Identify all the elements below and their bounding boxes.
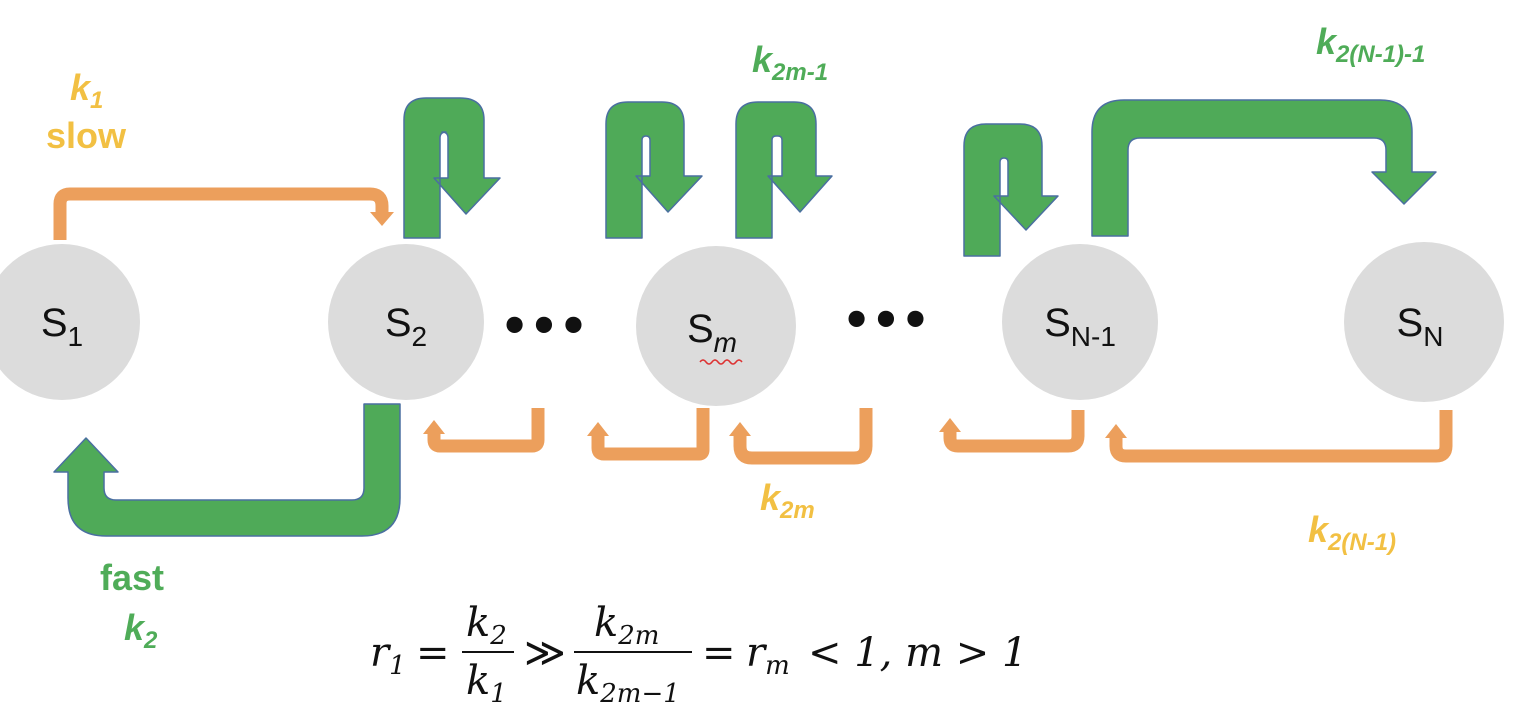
label-k2: k2 <box>124 607 158 654</box>
eq-rm-sub: m <box>765 651 790 681</box>
eq-frac1-num-base: k <box>466 600 490 646</box>
state-sm: Sm <box>636 246 796 406</box>
eq-r1: r1 <box>370 630 406 681</box>
slow-arrows <box>53 187 1453 465</box>
eq-frac1-den-base: k <box>466 658 490 704</box>
eq-frac2-den: k2m−1 <box>576 658 680 709</box>
arrow-k2m-head <box>729 422 751 436</box>
arrow-k1-head <box>370 212 394 226</box>
arrow-k2-fast <box>53 403 401 537</box>
svg-text:S1: S1 <box>41 301 83 352</box>
state-sn-sub: N <box>1423 321 1443 352</box>
state-sm-base: S <box>687 307 714 351</box>
arrow-sn1-self <box>963 123 1059 257</box>
arrow-k1-forward <box>53 187 389 240</box>
state-sm-sub: m <box>714 327 737 358</box>
spellcheck-squiggle <box>699 359 743 365</box>
label-k2N1: k2(N-1) <box>1308 509 1396 556</box>
eq-frac2-den-base: k <box>576 658 600 704</box>
state-sn: SN <box>1344 242 1504 402</box>
label-k2N1-minus-1-base: k <box>1316 21 1338 62</box>
arrow-k2N1-minus-1 <box>1091 99 1437 237</box>
state-nodes: S1 S2 Sm SN-1 SN <box>0 242 1504 406</box>
state-s1-circle <box>0 244 140 400</box>
label-k2N1-base: k <box>1308 509 1330 550</box>
fast-arrows <box>53 97 1437 537</box>
arrow-back-sn1-prev <box>943 410 1085 453</box>
arrow-back-s3-s2-head <box>423 420 445 434</box>
arrow-s2-forward <box>403 97 501 239</box>
eq-frac1-den-sub: 1 <box>490 679 507 709</box>
state-sn1-sub: N-1 <box>1071 321 1116 352</box>
svg-text:SN-1: SN-1 <box>1044 301 1116 352</box>
label-k2m-minus-1-sub: 2m-1 <box>771 59 828 86</box>
eq-frac2-num-sub: 2m <box>617 621 659 651</box>
arrow-back-sm-prev-head <box>587 422 609 436</box>
arrow-k2N1 <box>1109 410 1453 463</box>
label-k2N1-minus-1: k2(N-1)-1 <box>1316 21 1425 68</box>
state-sn-circle <box>1344 242 1504 402</box>
arrow-back-sm-prev <box>591 408 710 461</box>
label-slow: slow <box>46 115 127 156</box>
state-s2-circle <box>328 244 484 400</box>
eq-frac2-num: k2m <box>594 600 659 651</box>
eq-rm-base: r <box>746 630 768 676</box>
state-sn1-circle <box>1002 244 1158 400</box>
state-sm-circle <box>636 246 796 406</box>
eq-frac1-den: k1 <box>466 658 507 709</box>
svg-text:SN: SN <box>1397 301 1444 352</box>
arrow-k2m-minus-1 <box>735 101 833 239</box>
label-k2m-minus-1: k2m-1 <box>752 39 828 86</box>
state-s2: S2 <box>328 244 484 400</box>
label-k2-base: k <box>124 607 146 648</box>
ellipsis-right: ••• <box>842 293 930 347</box>
label-k2m: k2m <box>760 477 815 524</box>
eq-equals-1: = <box>416 630 450 676</box>
svg-text:S2: S2 <box>385 301 427 352</box>
label-k2-sub: 2 <box>143 627 158 654</box>
arrow-sm-left <box>605 101 703 239</box>
eq-r1-sub: 1 <box>389 651 406 681</box>
state-s1-base: S <box>41 301 68 345</box>
state-s2-base: S <box>385 301 412 345</box>
state-s1-sub: 1 <box>68 321 84 352</box>
arrow-back-sn1-prev-head <box>939 418 961 432</box>
eq-frac2-num-base: k <box>594 600 618 646</box>
eq-frac1-num-sub: 2 <box>489 621 507 651</box>
state-s1: S1 <box>0 244 140 400</box>
eq-frac2-den-sub: 2m−1 <box>599 679 680 709</box>
state-s2-sub: 2 <box>412 321 428 352</box>
label-k2m-sub: 2m <box>779 497 815 524</box>
arrow-back-s3-s2 <box>427 408 545 453</box>
eq-r1-base: r <box>370 630 392 676</box>
eq-tail: < 1, m > 1 <box>808 630 1027 676</box>
label-k1: k1 <box>70 67 103 114</box>
arrow-k2m <box>733 408 873 465</box>
label-k2N1-sub: 2(N-1) <box>1327 529 1396 556</box>
eq-equals-2: = <box>702 630 736 676</box>
eq-much-greater: ≫ <box>524 630 566 676</box>
arrow-k2N1-head <box>1105 424 1127 438</box>
state-sn-base: S <box>1397 301 1424 345</box>
ellipsis-left: ••• <box>500 299 588 353</box>
ratio-equation: r1 = k2 k1 ≫ k2m k2m−1 = rm < 1, m > 1 <box>370 600 1027 709</box>
state-sn1: SN-1 <box>1002 244 1158 400</box>
label-k1-sub: 1 <box>90 87 103 114</box>
label-k1-base: k <box>70 67 92 108</box>
eq-rm: rm <box>746 630 790 681</box>
eq-frac1-num: k2 <box>466 600 507 651</box>
svg-text:Sm: Sm <box>687 307 737 358</box>
label-k2m-minus-1-base: k <box>752 39 774 80</box>
state-sn1-base: S <box>1044 301 1071 345</box>
label-k2m-base: k <box>760 477 782 518</box>
label-k2N1-minus-1-sub: 2(N-1)-1 <box>1335 41 1425 68</box>
label-fast: fast <box>100 557 164 598</box>
